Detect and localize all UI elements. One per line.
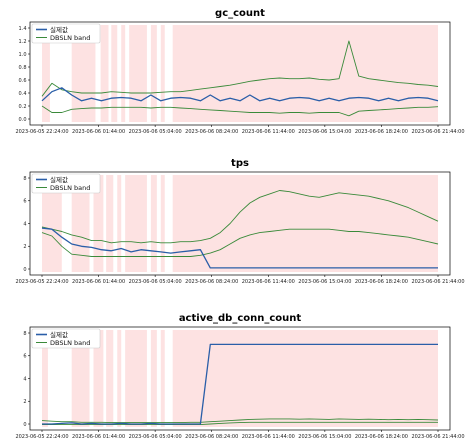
shaded-region xyxy=(150,25,157,122)
shaded-region xyxy=(125,175,147,272)
actual-value-line xyxy=(42,343,438,425)
shaded-region xyxy=(93,330,104,427)
chart-panel-gc: gc_count 0.0 0.2 0.4 0.6 0.8 1.0 1.2 1.4 2023-06-… xyxy=(15,8,464,135)
x-tick-label: 2023-06-06 21:44:00 xyxy=(411,434,464,440)
conn-title: active_db_conn_count xyxy=(179,313,302,324)
legend-box xyxy=(31,23,101,44)
y-tick-label: 2 xyxy=(23,244,26,250)
shaded-region xyxy=(42,330,48,427)
y-tick-label: 0 xyxy=(23,422,26,428)
x-tick-label: 2023-06-06 18:24:00 xyxy=(355,129,408,135)
shaded-region xyxy=(150,330,157,427)
dbsln-band-upper-line xyxy=(41,190,439,244)
x-tick-label: 2023-06-06 21:44:00 xyxy=(411,279,464,285)
y-tick-label: 8 xyxy=(23,331,26,337)
legend-label-band: DBSLN band xyxy=(50,34,90,42)
legend-box xyxy=(31,173,101,194)
shaded-region xyxy=(129,25,147,122)
x-tick-label: 2023-06-06 18:24:00 xyxy=(355,279,408,285)
shaded-region xyxy=(100,25,109,122)
y-tick-label: 0.4 xyxy=(19,91,27,97)
x-tick-label: 2023-06-06 08:24:00 xyxy=(185,434,238,440)
shaded-region xyxy=(172,175,438,272)
x-tick-label: 2023-06-06 15:04:00 xyxy=(298,279,351,285)
x-tick-label: 2023-06-06 18:24:00 xyxy=(355,434,408,440)
gc-title: gc_count xyxy=(215,8,265,19)
tps-title: tps xyxy=(231,158,249,169)
dbsln-band-lower-line xyxy=(41,228,439,257)
y-tick-label: 1.0 xyxy=(19,52,27,58)
dbsln-band-lower-line xyxy=(41,105,439,117)
shaded-region xyxy=(106,175,114,272)
y-tick-label: 0.8 xyxy=(19,65,27,71)
shaded-region xyxy=(160,25,165,122)
shaded-region xyxy=(71,330,90,427)
actual-value-line xyxy=(41,87,439,102)
y-tick-label: 0.6 xyxy=(19,78,27,84)
y-tick-label: 6 xyxy=(23,354,26,360)
x-tick-label: 2023-06-05 22:24:00 xyxy=(15,434,68,440)
chart-panel-conn: active_db_conn_count 0 2 4 6 8 2023-06-05 22:2… xyxy=(15,313,464,440)
shaded-region xyxy=(172,330,438,427)
y-tick-label: 8 xyxy=(23,176,26,182)
x-tick-label: 2023-06-06 08:24:00 xyxy=(185,129,238,135)
x-tick-label: 2023-06-05 22:24:00 xyxy=(15,129,68,135)
y-tick-label: 4 xyxy=(23,221,26,227)
legend-label-actual: 실제값 xyxy=(50,25,68,34)
shaded-region xyxy=(150,175,157,272)
x-tick-label: 2023-06-06 15:04:00 xyxy=(298,434,351,440)
legend-box xyxy=(31,328,101,349)
x-tick-label: 2023-06-06 05:04:00 xyxy=(129,434,182,440)
shaded-region xyxy=(121,25,126,122)
x-tick-label: 2023-06-06 05:04:00 xyxy=(129,279,182,285)
y-tick-label: 0 xyxy=(23,267,26,273)
dbsln-band-upper-line xyxy=(41,418,439,424)
y-tick-label: 1.4 xyxy=(19,26,27,32)
x-tick-label: 2023-06-06 01:44:00 xyxy=(72,279,125,285)
x-tick-label: 2023-06-06 15:04:00 xyxy=(298,129,351,135)
shaded-region xyxy=(42,175,62,272)
shaded-region xyxy=(93,175,104,272)
x-tick-label: 2023-06-06 01:44:00 xyxy=(72,129,125,135)
y-tick-label: 1.2 xyxy=(19,39,27,45)
shaded-region xyxy=(111,25,118,122)
y-tick-label: 0.2 xyxy=(19,104,27,110)
x-tick-label: 2023-06-05 22:24:00 xyxy=(15,279,68,285)
x-tick-label: 2023-06-06 11:44:00 xyxy=(242,279,295,285)
actual-value-line xyxy=(41,227,438,269)
y-tick-label: 4 xyxy=(23,376,26,382)
gc-axes-frame xyxy=(29,21,451,126)
y-tick-label: 6 xyxy=(23,199,26,205)
x-tick-label: 2023-06-06 08:24:00 xyxy=(185,279,238,285)
shaded-region xyxy=(160,330,165,427)
legend-label-actual: 실제값 xyxy=(50,330,68,339)
legend-label-band: DBSLN band xyxy=(50,184,90,192)
x-tick-label: 2023-06-06 01:44:00 xyxy=(72,434,125,440)
x-tick-label: 2023-06-06 21:44:00 xyxy=(411,129,464,135)
shaded-region xyxy=(172,25,438,122)
shaded-region xyxy=(160,175,165,272)
shaded-region xyxy=(106,330,114,427)
y-tick-label: 2 xyxy=(23,399,26,405)
shaded-region xyxy=(42,25,50,122)
x-tick-label: 2023-06-06 11:44:00 xyxy=(242,129,295,135)
shaded-region xyxy=(125,330,147,427)
chart-panel-tps: tps 0 2 4 6 8 2023-06-05 22:24:00 2023-06-06 01… xyxy=(15,158,464,285)
x-tick-label: 2023-06-06 11:44:00 xyxy=(242,434,295,440)
legend-label-actual: 실제값 xyxy=(50,175,68,184)
x-tick-label: 2023-06-06 05:04:00 xyxy=(129,129,182,135)
shaded-region xyxy=(117,330,122,427)
y-tick-label: 0.0 xyxy=(19,117,27,123)
dbsln-band-upper-line xyxy=(41,40,439,97)
shaded-region xyxy=(71,175,90,272)
shaded-region xyxy=(117,175,122,272)
legend-label-band: DBSLN band xyxy=(50,339,90,347)
